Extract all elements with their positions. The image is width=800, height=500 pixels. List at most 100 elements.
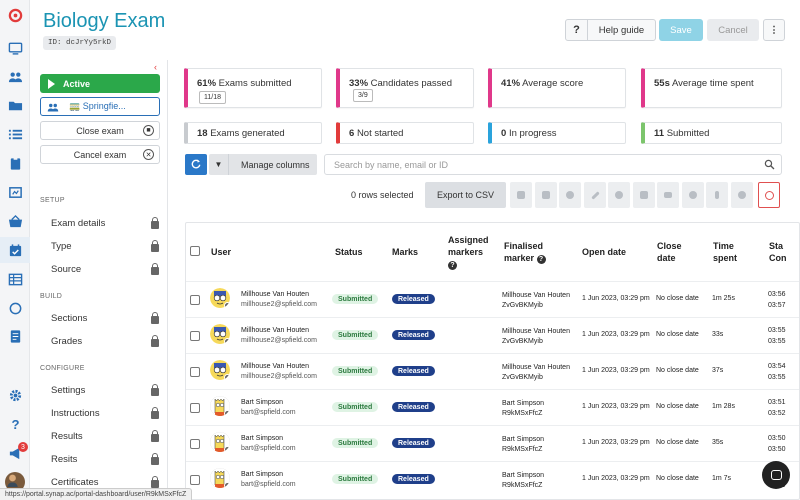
- frame-icon[interactable]: [7, 184, 23, 200]
- close-circle-icon: ✕: [143, 149, 154, 160]
- bolt-icon[interactable]: [706, 182, 728, 208]
- row-checkbox[interactable]: [190, 367, 200, 377]
- cancel-exam-button[interactable]: Cancel exam ✕: [40, 145, 160, 164]
- refresh-button[interactable]: [185, 154, 207, 175]
- clipboard-icon[interactable]: [7, 155, 23, 171]
- grid-icon[interactable]: [7, 271, 23, 287]
- mail-icon[interactable]: [657, 182, 679, 208]
- cancel-button[interactable]: Cancel: [707, 19, 759, 41]
- help-icon[interactable]: ?: [7, 416, 23, 432]
- folder-icon[interactable]: [7, 97, 23, 113]
- sidebar-item-label: Sections: [51, 313, 88, 324]
- user-name[interactable]: Millhouse Van Houten: [241, 363, 309, 370]
- calendar-icon[interactable]: [0, 237, 30, 263]
- sidebar-item-exam-details[interactable]: Exam details: [51, 217, 159, 229]
- redo-icon[interactable]: [731, 182, 753, 208]
- list-icon[interactable]: [7, 126, 23, 142]
- user-name[interactable]: Bart Simpson: [241, 471, 284, 478]
- circle-icon[interactable]: [7, 300, 23, 316]
- close-exam-button[interactable]: Close exam ■: [40, 121, 160, 140]
- more-options-button[interactable]: ⋮: [763, 19, 785, 41]
- rss-icon[interactable]: [633, 182, 655, 208]
- col-marks[interactable]: Marks: [392, 247, 419, 257]
- unlock-icon[interactable]: [535, 182, 557, 208]
- presence-dot: [224, 374, 230, 380]
- user-name[interactable]: Bart Simpson: [241, 399, 284, 406]
- user-icon[interactable]: [559, 182, 581, 208]
- select-all-checkbox[interactable]: [190, 246, 200, 256]
- user-name[interactable]: Millhouse Van Houten: [241, 327, 309, 334]
- table-row[interactable]: Bart Simpson bart@spfield.com Submitted Rel…: [186, 389, 799, 425]
- collapse-sidebar-icon[interactable]: ‹: [154, 62, 157, 72]
- monitor-icon[interactable]: [7, 40, 23, 56]
- chat-button[interactable]: [762, 461, 790, 489]
- sidebar-item-settings[interactable]: Settings: [51, 384, 159, 396]
- manage-columns-button[interactable]: ▼ Manage columns: [209, 154, 317, 175]
- user-email: millhouse2@spfield.com: [241, 301, 317, 308]
- table-row[interactable]: Millhouse Van Houten millhouse2@spfield.c…: [186, 353, 799, 389]
- col-time-spent[interactable]: Time spent: [713, 241, 738, 263]
- start-time: 03:51: [768, 399, 786, 406]
- active-status-button[interactable]: Active: [40, 74, 160, 93]
- table-row[interactable]: Bart Simpson bart@spfield.com Submitted Rel…: [186, 425, 799, 461]
- sidebar-item-results[interactable]: Results: [51, 430, 159, 442]
- marks-badge: Released: [392, 402, 435, 412]
- col-user[interactable]: User: [211, 247, 232, 257]
- settings-icon[interactable]: [7, 387, 23, 403]
- sidebar-item-label: Results: [51, 431, 83, 442]
- document-icon[interactable]: [7, 328, 23, 344]
- block-icon[interactable]: [758, 182, 780, 208]
- export-csv-button[interactable]: Export to CSV: [425, 182, 506, 208]
- col-start[interactable]: Sta Con: [769, 240, 787, 264]
- col-close-date[interactable]: Close date: [657, 241, 682, 263]
- marker-name: Bart Simpson: [502, 436, 545, 443]
- sidebar-item-grades[interactable]: Grades: [51, 335, 159, 347]
- clock-icon[interactable]: [682, 182, 704, 208]
- col-finalised-marker[interactable]: Finalised marker ?: [504, 240, 564, 264]
- sidebar-item-instructions[interactable]: Instructions: [51, 407, 159, 419]
- finalised-marker: Bart Simpson R9kMSxFfcZ: [502, 399, 544, 419]
- sidebar-item-sections[interactable]: Sections: [51, 312, 159, 324]
- table-row[interactable]: Millhouse Van Houten millhouse2@spfield.c…: [186, 281, 799, 317]
- stat-count: 0: [501, 128, 507, 139]
- row-checkbox[interactable]: [190, 331, 200, 341]
- user-email: millhouse2@spfield.com: [241, 337, 317, 344]
- search-icon[interactable]: [764, 159, 775, 170]
- icon-rail: ? 3: [0, 0, 30, 500]
- user-name[interactable]: Bart Simpson: [241, 435, 284, 442]
- row-checkbox[interactable]: [190, 439, 200, 449]
- stop-icon: ■: [143, 125, 154, 136]
- sidebar-item-type[interactable]: Type: [51, 240, 159, 252]
- sidebar-item-certificates[interactable]: Certificates: [51, 476, 159, 488]
- finalised-marker: Millhouse Van Houten ZvGvBKMyib: [502, 327, 570, 347]
- table-row[interactable]: Bart Simpson bart@spfield.com Submitted Rel…: [186, 461, 799, 497]
- megaphone-icon[interactable]: [7, 445, 23, 461]
- row-checkbox[interactable]: [190, 475, 200, 485]
- user-avatar[interactable]: [5, 472, 25, 492]
- stat-average-score: 41% Average score: [488, 68, 626, 108]
- avatar: [210, 432, 230, 452]
- basket-icon[interactable]: [7, 213, 23, 229]
- check-circle-icon[interactable]: [608, 182, 630, 208]
- lock-icon[interactable]: [510, 182, 532, 208]
- col-open-date[interactable]: Open date: [582, 247, 627, 257]
- col-assigned-markers[interactable]: Assigned markers ?: [448, 234, 492, 270]
- row-checkbox[interactable]: [190, 295, 200, 305]
- lock-icon: [151, 430, 159, 442]
- user-name[interactable]: Millhouse Van Houten: [241, 291, 309, 298]
- help-guide-button[interactable]: ? Help guide: [565, 19, 656, 41]
- save-button[interactable]: Save: [659, 19, 703, 41]
- pencil-icon[interactable]: [584, 182, 606, 208]
- location-button[interactable]: 🚃 Springfie...: [40, 97, 160, 116]
- sidebar-item-resits[interactable]: Resits: [51, 453, 159, 465]
- col-status[interactable]: Status: [335, 247, 363, 257]
- sidebar-item-source[interactable]: Source: [51, 263, 159, 275]
- logo-icon[interactable]: [7, 7, 23, 23]
- stat-pct: 61%: [197, 78, 217, 89]
- table-row[interactable]: Millhouse Van Houten millhouse2@spfield.c…: [186, 317, 799, 353]
- row-checkbox[interactable]: [190, 403, 200, 413]
- users-icon[interactable]: [7, 68, 23, 84]
- start-time: 03:55: [768, 327, 786, 334]
- finalised-marker: Millhouse Van Houten ZvGvBKMyib: [502, 291, 570, 311]
- search-input[interactable]: Search by name, email or ID: [324, 154, 782, 175]
